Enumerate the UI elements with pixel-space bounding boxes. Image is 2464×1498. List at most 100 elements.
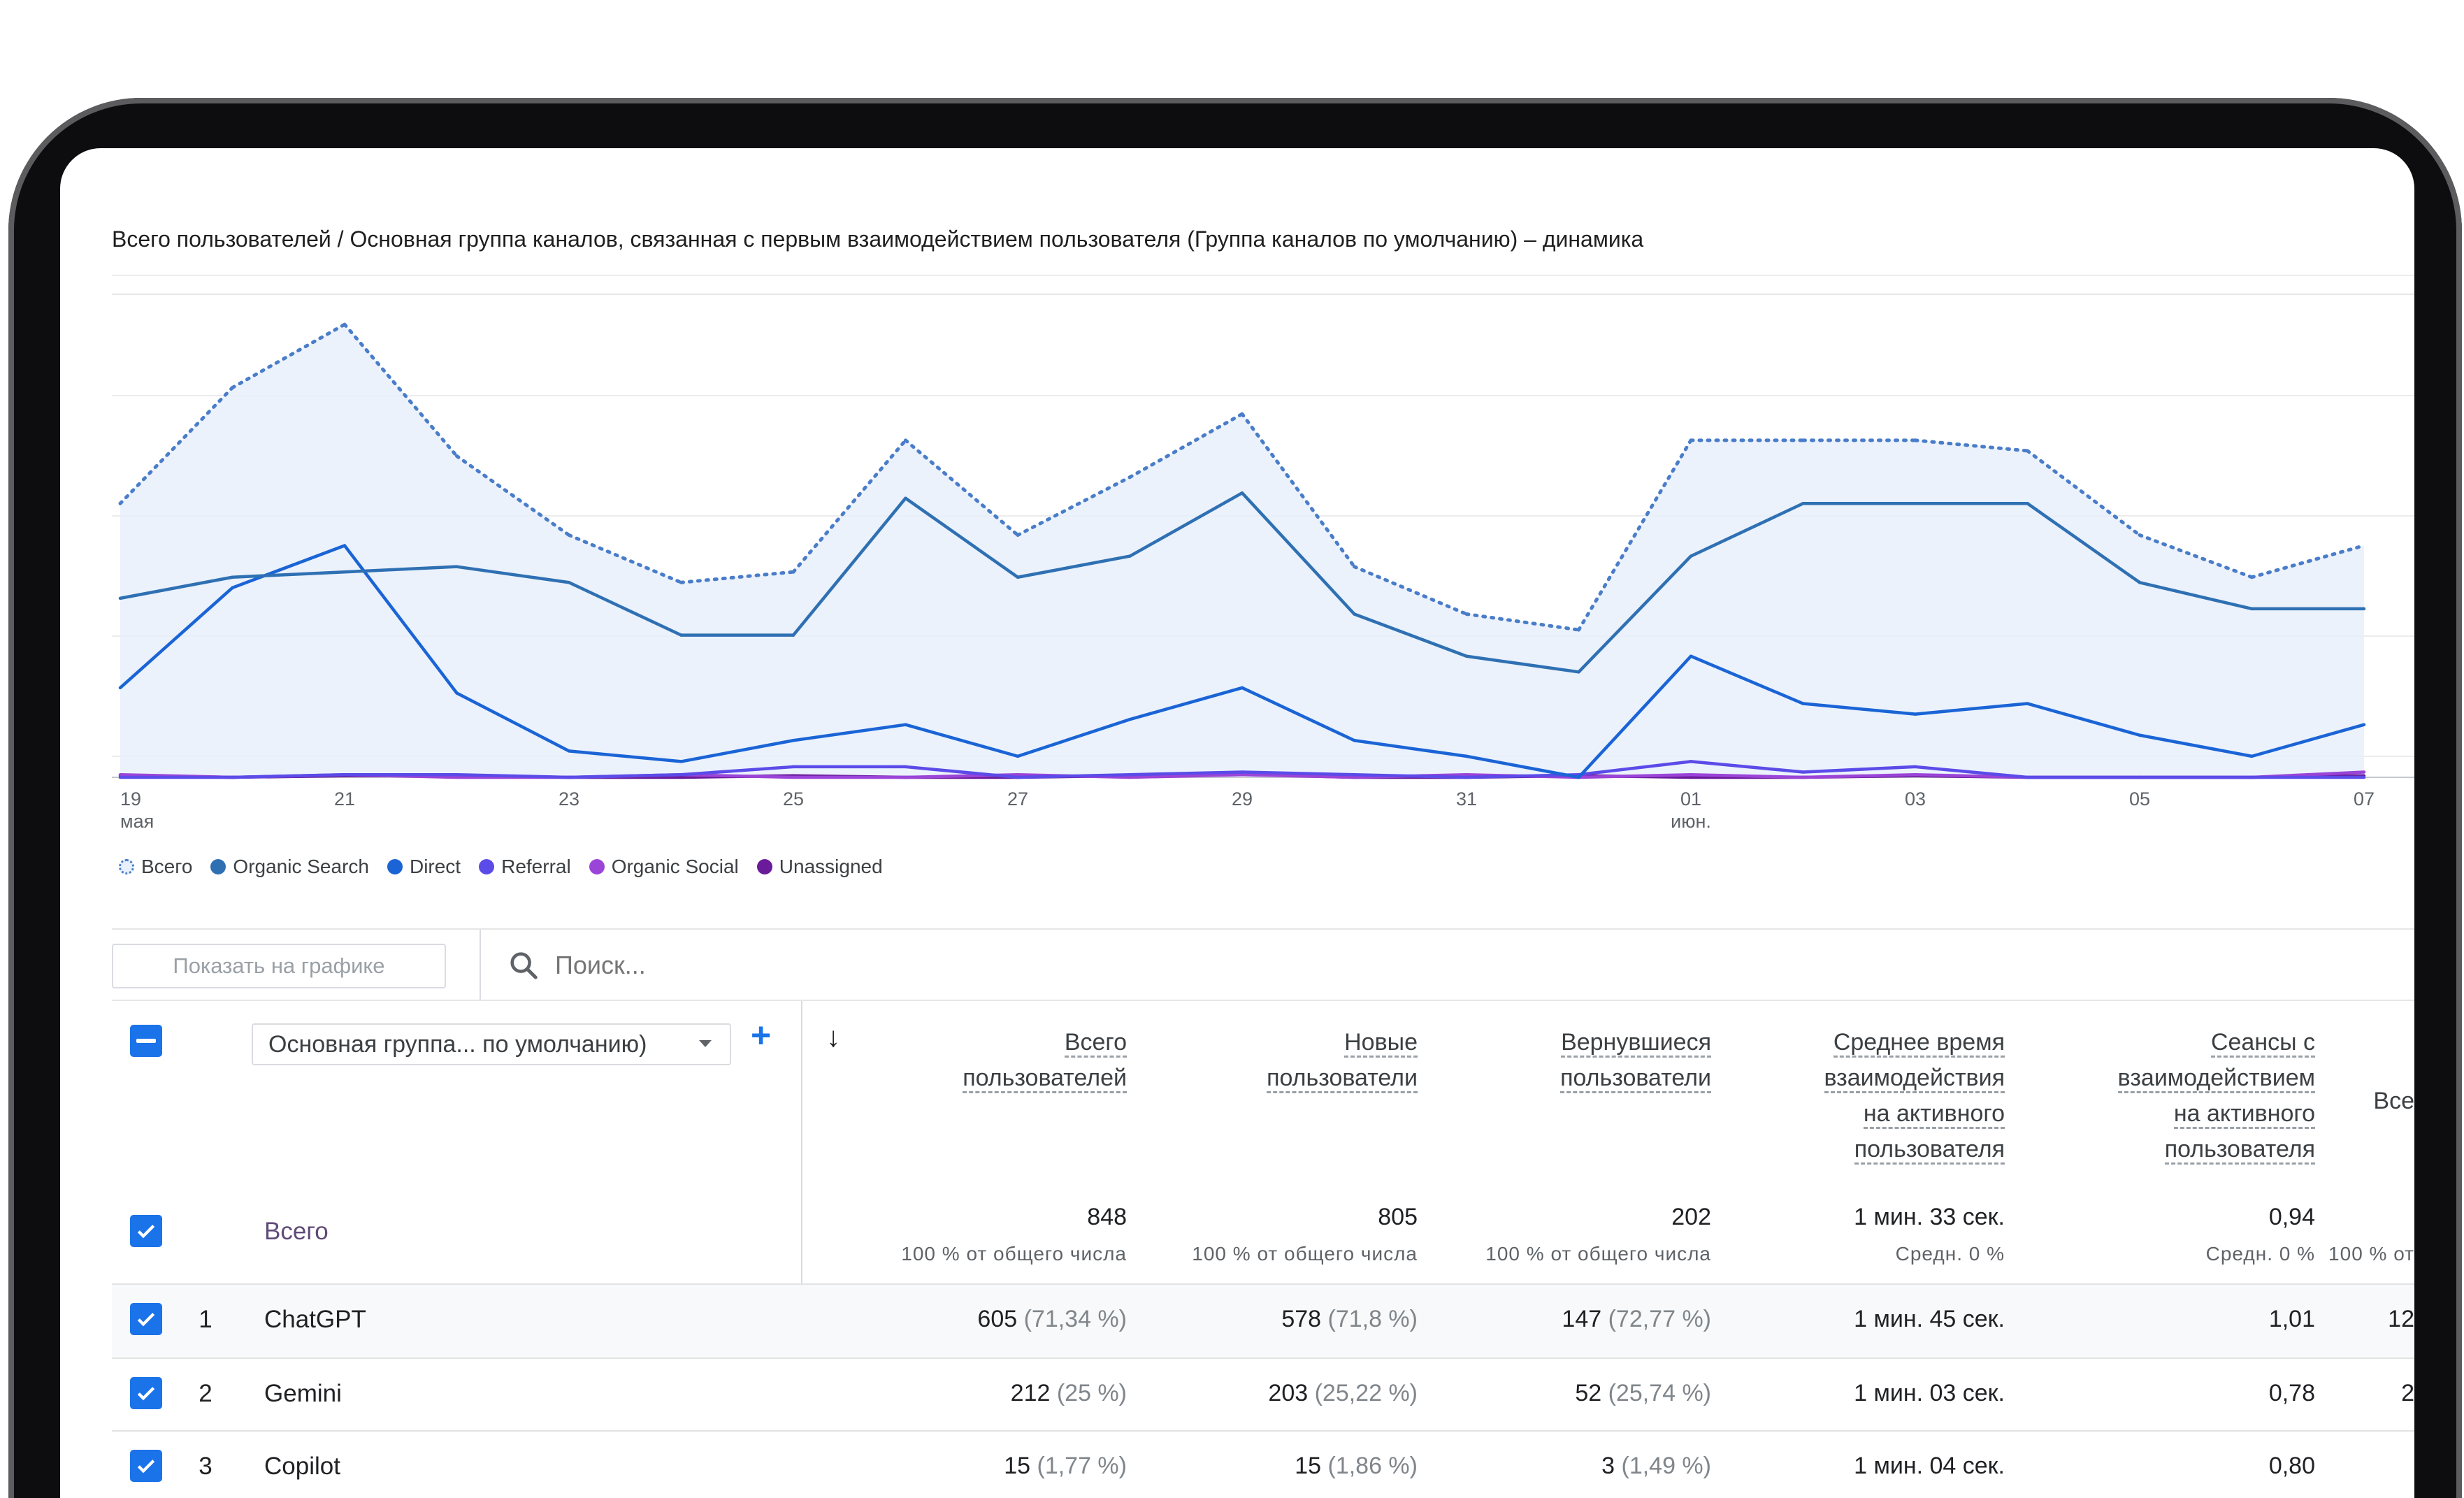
search-icon [510, 952, 538, 979]
row-checkbox[interactable] [130, 1303, 162, 1335]
legend-item[interactable]: Organic Search [210, 856, 369, 878]
legend-item[interactable]: Unassigned [756, 856, 883, 878]
series-segment [343, 565, 459, 574]
dimension-dropdown-label: Основная группа... по умолчанию) [268, 1030, 647, 1058]
legend-label: Referral [501, 856, 571, 877]
x-tick-label: 27 [1007, 788, 1028, 809]
table-cell: 578 (71,8 %) [1281, 1306, 1418, 1333]
column-header[interactable]: Сеансы с взаимодействием на активного польз… [2117, 1025, 2315, 1167]
cell-value: 0,78 [2268, 1380, 2315, 1406]
series-segment [455, 772, 571, 779]
series-segment [1577, 438, 1693, 632]
search-input[interactable] [555, 951, 974, 980]
series-segment [567, 772, 683, 779]
cell-percent: (71,34 %) [1017, 1306, 1127, 1332]
series-segment [1913, 702, 2029, 716]
cell-value: 203 [1268, 1380, 1309, 1406]
column-header-text: взаимодействием [2117, 1065, 2315, 1093]
column-header-text: на активного [1863, 1100, 2005, 1129]
table-cell: 203 (25,22 %) [1268, 1380, 1418, 1407]
series-segment [1240, 491, 1356, 616]
table-cell: 147 (72,77 %) [1562, 1306, 1711, 1333]
legend-item[interactable]: Organic Social [589, 856, 739, 878]
analytics-screen: Всего пользователей / Основная группа ка… [60, 148, 2414, 1498]
row-label[interactable]: Copilot [264, 1453, 340, 1480]
add-dimension-button[interactable]: + [751, 1016, 772, 1055]
series-segment [1016, 554, 1132, 579]
x-tick-label: 01 [1680, 788, 1701, 809]
table-cell: 15 (1,77 %) [1004, 1453, 1127, 1480]
legend-label: Unassigned [779, 856, 883, 877]
row-label[interactable]: Gemini [264, 1380, 342, 1407]
column-header[interactable]: Все [2373, 1083, 2414, 1119]
column-header-text: Всего [1064, 1029, 1127, 1058]
series-segment [1689, 760, 1805, 774]
x-tick-label: 05 [2129, 788, 2150, 809]
x-tick-label: 25 [783, 788, 804, 809]
legend-swatch [479, 859, 495, 874]
cell-value: 1,01 [2268, 1306, 2315, 1332]
cell-percent: (71,8 %) [1321, 1306, 1418, 1332]
series-segment [343, 322, 459, 458]
legend-item[interactable]: Direct [387, 856, 461, 878]
total-value: 1 мин. 33 сек. [1854, 1204, 2005, 1230]
legend-item[interactable]: Всего [119, 856, 192, 878]
series-segment [904, 496, 1020, 579]
row-checkbox[interactable] [130, 1450, 162, 1482]
table-cell: 605 (71,34 %) [977, 1306, 1127, 1333]
table-row[interactable] [112, 1357, 2414, 1430]
series-segment [2250, 544, 2366, 579]
series-segment [1577, 554, 1693, 674]
toolbar-top-divider [112, 928, 2414, 930]
sort-desc-icon[interactable]: ↓ [826, 1022, 840, 1053]
series-segment [2138, 581, 2254, 611]
total-subtext: 100 % от общего числа [1192, 1243, 1418, 1265]
row-label[interactable]: ChatGPT [264, 1306, 366, 1333]
series-segment [1577, 772, 1693, 779]
title-divider [112, 294, 2414, 295]
column-header[interactable]: Новые пользователи [1267, 1025, 1418, 1096]
series-segment [455, 691, 571, 753]
dimension-dropdown[interactable]: Основная группа... по умолчанию) [252, 1023, 731, 1065]
series-segment [1577, 654, 1693, 779]
table-row[interactable] [112, 1430, 2414, 1498]
series-segment [1689, 654, 1805, 705]
x-tick-label: 19 [120, 788, 141, 809]
column-header-text: пользователя [2164, 1136, 2315, 1165]
series-segment [1016, 717, 1132, 758]
show-on-chart-button[interactable]: Показать на графике [112, 944, 446, 988]
cell-value: 1 мин. 45 сек. [1854, 1306, 2005, 1332]
series-segment [118, 386, 234, 505]
x-tick-label: 21 [334, 788, 355, 809]
series-segment [118, 575, 234, 600]
column-header-text: Среднее время [1833, 1029, 2005, 1058]
series-segment [2138, 533, 2254, 579]
select-all-checkbox[interactable] [130, 1025, 162, 1057]
row-index: 3 [199, 1453, 212, 1480]
series-segment [1240, 412, 1356, 569]
total-value: 0,94 [2268, 1204, 2315, 1230]
column-header-text: пользователи [1267, 1065, 1418, 1093]
series-segment [455, 454, 571, 537]
row-checkbox[interactable] [130, 1377, 162, 1409]
column-header[interactable]: Всего пользователей [963, 1025, 1127, 1096]
column-header[interactable]: Среднее время взаимодействия на активного п… [1824, 1025, 2005, 1167]
x-tick-label: 03 [1905, 788, 1926, 809]
cell-value: 1 мин. 03 сек. [1854, 1380, 2005, 1406]
series-segment [679, 739, 795, 763]
table-cell: 2 [2401, 1380, 2414, 1407]
legend-item[interactable]: Referral [479, 856, 571, 878]
total-row-checkbox[interactable] [130, 1215, 162, 1247]
series-segment [567, 749, 683, 763]
column-header[interactable]: Вернувшиеся пользователи [1560, 1025, 1711, 1096]
series-segment [1240, 772, 1356, 779]
table-cell: 1 мин. 45 сек. [1854, 1306, 2005, 1333]
series-segment [904, 723, 1020, 758]
checkmark-icon [137, 1313, 155, 1327]
series-segment [1577, 760, 1693, 777]
toolbar-divider [480, 930, 481, 1000]
table-row[interactable] [112, 1283, 2414, 1357]
table-cell: 1 мин. 03 сек. [1854, 1380, 2005, 1407]
